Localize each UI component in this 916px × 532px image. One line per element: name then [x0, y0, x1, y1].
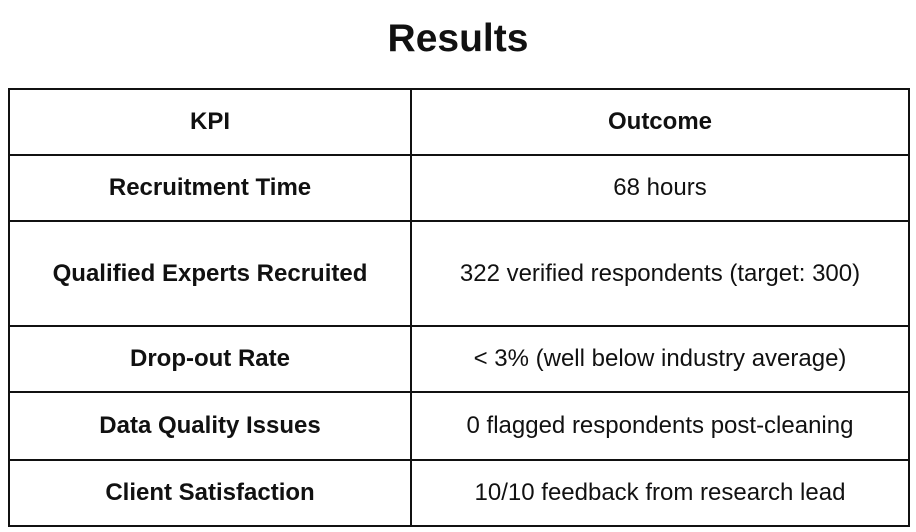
page-title: Results — [387, 17, 529, 60]
outcome-cell: 322 verified respondents (target: 300) — [410, 220, 910, 327]
kpi-cell: Data Quality Issues — [8, 391, 412, 461]
table-row: Drop-out Rate < 3% (well below industry … — [8, 325, 910, 393]
table-row: Recruitment Time 68 hours — [8, 154, 910, 222]
outcome-cell: < 3% (well below industry average) — [410, 325, 910, 393]
kpi-cell: Qualified Experts Recruited — [8, 220, 412, 327]
outcome-cell: 68 hours — [410, 154, 910, 222]
table-row: Data Quality Issues 0 flagged respondent… — [8, 391, 910, 461]
kpi-cell: Recruitment Time — [8, 154, 412, 222]
column-header-kpi: KPI — [8, 88, 412, 156]
table-header-row: KPI Outcome — [8, 88, 910, 156]
outcome-cell: 10/10 feedback from research lead — [410, 459, 910, 527]
column-header-outcome: Outcome — [410, 88, 910, 156]
table-row: Qualified Experts Recruited 322 verified… — [8, 220, 910, 327]
table-row: Client Satisfaction 10/10 feedback from … — [8, 459, 910, 527]
kpi-cell: Client Satisfaction — [8, 459, 412, 527]
outcome-cell: 0 flagged respondents post-cleaning — [410, 391, 910, 461]
kpi-cell: Drop-out Rate — [8, 325, 412, 393]
results-table: KPI Outcome Recruitment Time 68 hours Qu… — [8, 88, 910, 527]
